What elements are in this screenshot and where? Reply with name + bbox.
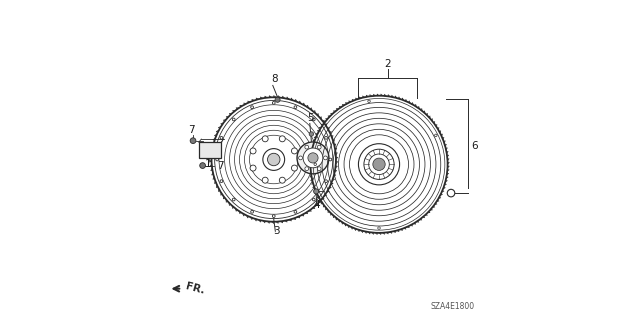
Circle shape	[317, 145, 321, 149]
Circle shape	[324, 180, 328, 182]
Circle shape	[305, 167, 308, 171]
Circle shape	[294, 106, 297, 108]
Circle shape	[273, 215, 275, 218]
Circle shape	[299, 156, 303, 160]
Text: 6: 6	[471, 141, 477, 151]
Text: 7: 7	[217, 161, 223, 171]
Circle shape	[294, 211, 297, 213]
Circle shape	[324, 137, 328, 139]
Circle shape	[309, 132, 314, 136]
Text: FR.: FR.	[184, 281, 205, 296]
Circle shape	[232, 118, 235, 121]
Circle shape	[297, 142, 329, 174]
Circle shape	[250, 165, 256, 171]
Circle shape	[200, 163, 205, 168]
Circle shape	[279, 177, 285, 183]
Circle shape	[262, 136, 268, 142]
Text: SZA4E1800: SZA4E1800	[431, 302, 475, 311]
Circle shape	[291, 165, 298, 171]
Circle shape	[220, 180, 223, 182]
Text: 2: 2	[384, 59, 391, 69]
Circle shape	[323, 156, 327, 160]
Circle shape	[279, 136, 285, 142]
Circle shape	[314, 189, 319, 194]
Circle shape	[378, 227, 380, 229]
FancyBboxPatch shape	[199, 142, 221, 158]
Circle shape	[303, 148, 323, 168]
Text: 5: 5	[307, 113, 314, 123]
Circle shape	[435, 134, 437, 137]
Text: 1: 1	[205, 159, 212, 169]
Circle shape	[447, 189, 455, 197]
Circle shape	[251, 106, 253, 108]
Circle shape	[190, 138, 196, 144]
Circle shape	[262, 177, 268, 183]
Text: 8: 8	[271, 74, 278, 84]
Circle shape	[275, 97, 280, 102]
Circle shape	[312, 118, 315, 121]
Circle shape	[368, 100, 371, 102]
Text: 7: 7	[188, 125, 195, 135]
Text: 3: 3	[273, 226, 280, 236]
Circle shape	[317, 167, 321, 171]
Circle shape	[273, 101, 275, 104]
Circle shape	[232, 198, 235, 201]
Circle shape	[308, 153, 318, 163]
Circle shape	[216, 158, 218, 161]
Circle shape	[373, 158, 385, 170]
Circle shape	[329, 158, 332, 161]
Text: 4: 4	[314, 200, 321, 210]
Circle shape	[314, 163, 316, 166]
Circle shape	[291, 148, 298, 154]
Circle shape	[250, 148, 256, 154]
Circle shape	[312, 198, 315, 201]
Circle shape	[305, 145, 308, 149]
Circle shape	[268, 153, 280, 166]
Circle shape	[220, 137, 223, 139]
Circle shape	[251, 211, 253, 213]
